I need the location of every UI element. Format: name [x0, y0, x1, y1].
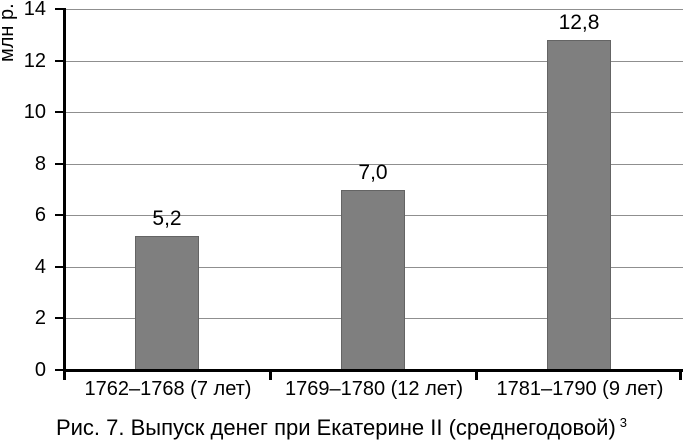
y-tick-label: 0: [34, 359, 46, 381]
y-tick-label: 12: [23, 50, 46, 72]
y-tick-label: 4: [34, 256, 46, 278]
x-category-label: 1762–1768 (7 лет): [84, 378, 252, 400]
value-label: 5,2: [152, 207, 182, 230]
figure-caption-text: Рис. 7. Выпуск денег при Екатерине II (с…: [55, 415, 616, 440]
x-tick-mark: [269, 372, 272, 380]
y-tick-mark: [55, 214, 63, 216]
y-tick-label: 2: [34, 307, 46, 329]
y-tick-mark: [55, 111, 63, 113]
x-category-label: 1781–1790 (9 лет): [496, 378, 664, 400]
y-tick-mark: [55, 8, 63, 10]
x-category-label: 1769–1780 (12 лет): [284, 378, 464, 400]
gridline: [66, 164, 683, 165]
y-tick-mark: [55, 317, 63, 319]
x-tick-mark: [679, 372, 682, 380]
bar-1762-1768: [135, 236, 199, 370]
y-tick-mark: [55, 266, 63, 268]
y-tick-label: 14: [23, 0, 46, 20]
y-tick-label: 10: [23, 101, 46, 123]
y-tick-mark: [55, 60, 63, 62]
bar-1781-1790: [547, 40, 611, 370]
bar-1769-1780: [341, 190, 405, 371]
y-tick-mark: [55, 369, 63, 371]
y-axis-line: [63, 8, 66, 380]
value-label: 7,0: [358, 161, 388, 184]
figure-caption: Рис. 7. Выпуск денег при Екатерине II (с…: [0, 415, 683, 444]
gridline: [66, 9, 683, 10]
y-tick-label: 8: [34, 153, 46, 175]
y-tick-label: 6: [34, 204, 46, 226]
value-label: 12,8: [558, 11, 600, 34]
x-tick-mark: [475, 372, 478, 380]
gridline: [66, 61, 683, 62]
y-tick-mark: [55, 163, 63, 165]
x-axis-line: [63, 369, 683, 372]
gridline: [66, 112, 683, 113]
footnote-marker: 3: [619, 415, 628, 430]
